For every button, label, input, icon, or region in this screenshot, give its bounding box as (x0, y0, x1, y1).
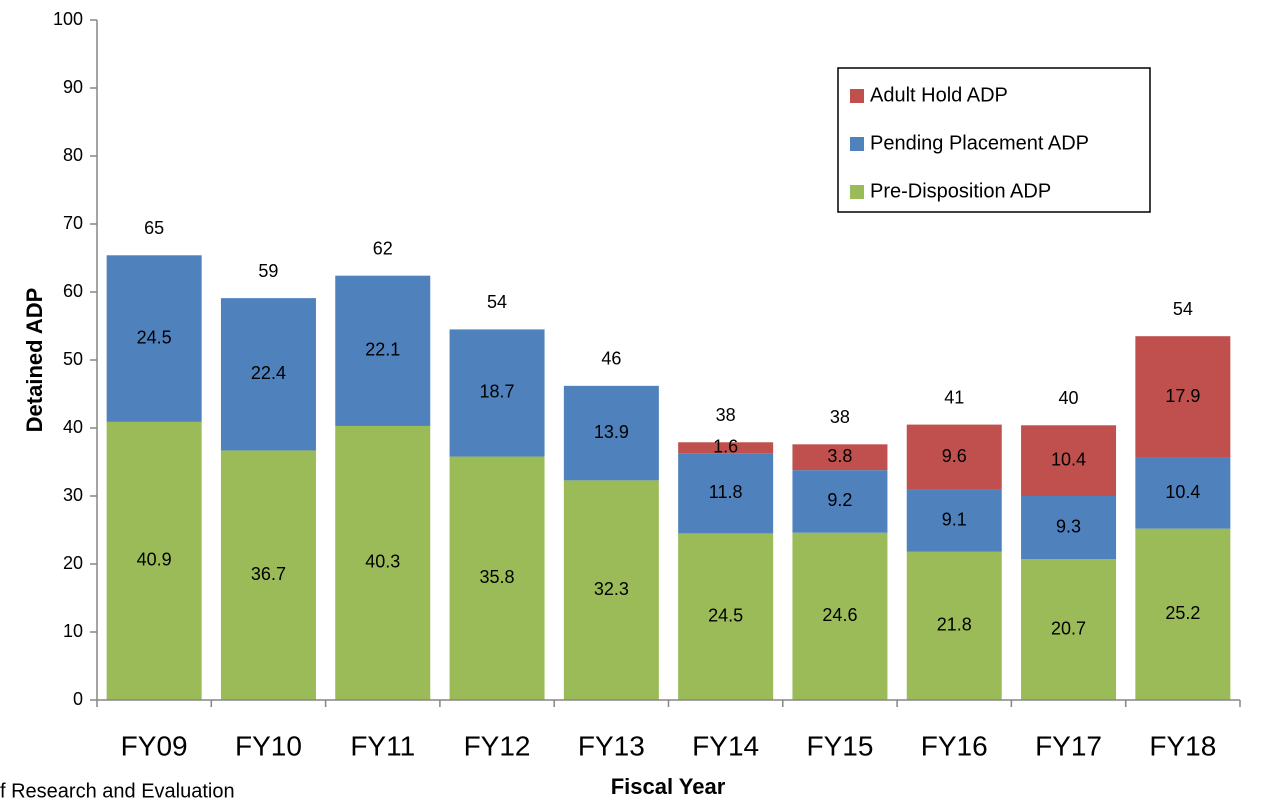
x-tick-label: FY16 (921, 730, 988, 761)
y-tick-label: 10 (63, 621, 83, 641)
total-label: 62 (373, 238, 393, 258)
y-tick-label: 50 (63, 349, 83, 369)
legend-swatch (850, 89, 864, 103)
value-label: 9.1 (942, 510, 967, 530)
x-tick-label: FY11 (350, 730, 415, 761)
bar-segment (1021, 425, 1117, 496)
legend-swatch (850, 185, 864, 199)
total-label: 46 (601, 349, 621, 369)
value-label: 21.8 (937, 615, 972, 635)
bar-segment (792, 470, 888, 533)
value-label: 40.9 (137, 550, 172, 570)
x-tick-label: FY17 (1035, 730, 1102, 761)
total-label: 41 (944, 387, 964, 407)
y-tick-label: 0 (73, 689, 83, 709)
value-label: 3.8 (827, 446, 852, 466)
value-label: 17.9 (1165, 386, 1200, 406)
legend-label: Adult Hold ADP (870, 84, 1008, 106)
total-label: 59 (258, 261, 278, 281)
y-tick-label: 70 (63, 213, 83, 233)
bar-segment (1135, 457, 1231, 529)
bar-segment (906, 424, 1002, 490)
legend-label: Pre-Disposition ADP (870, 180, 1051, 202)
bar-segment (1135, 336, 1231, 458)
bar-segment (106, 421, 202, 700)
value-label: 13.9 (594, 422, 629, 442)
bar-segment (678, 533, 774, 700)
legend-swatch (850, 137, 864, 151)
value-label: 35.8 (480, 567, 515, 587)
total-label: 38 (716, 405, 736, 425)
bar-segment (563, 480, 659, 700)
bar-segment (106, 255, 202, 422)
value-label: 24.5 (137, 327, 172, 347)
bar-segment (906, 551, 1002, 700)
bar-segment (906, 489, 1002, 552)
bar-segment (335, 275, 431, 426)
value-label: 25.2 (1165, 603, 1200, 623)
value-label: 10.4 (1051, 449, 1086, 469)
bar-segment (1021, 496, 1117, 560)
bar-segment (335, 425, 431, 700)
x-axis-label: Fiscal Year (611, 774, 726, 799)
x-tick-label: FY09 (121, 730, 188, 761)
y-tick-label: 90 (63, 77, 83, 97)
x-tick-label: FY15 (806, 730, 873, 761)
x-tick-label: FY10 (235, 730, 302, 761)
value-label: 9.6 (942, 446, 967, 466)
total-label: 65 (144, 218, 164, 238)
value-label: 1.6 (713, 436, 738, 456)
value-label: 22.1 (365, 340, 400, 360)
value-label: 10.4 (1165, 482, 1200, 502)
x-tick-label: FY18 (1149, 730, 1216, 761)
value-label: 32.3 (594, 579, 629, 599)
value-label: 20.7 (1051, 618, 1086, 638)
bar-segment (1135, 528, 1231, 700)
bar-segment (449, 329, 545, 457)
total-label: 38 (830, 407, 850, 427)
legend-label: Pending Placement ADP (870, 132, 1089, 154)
value-label: 9.3 (1056, 516, 1081, 536)
y-tick-label: 60 (63, 281, 83, 301)
value-label: 22.4 (251, 363, 286, 383)
value-label: 18.7 (480, 382, 515, 402)
bar-segment (678, 453, 774, 534)
y-axis-label: Detained ADP (22, 288, 47, 433)
value-label: 24.6 (822, 605, 857, 625)
x-tick-label: FY14 (692, 730, 759, 761)
bar-segment (792, 532, 888, 700)
source-note: f Research and Evaluation (0, 780, 235, 800)
y-tick-label: 80 (63, 145, 83, 165)
bar-segment (220, 298, 316, 451)
value-label: 36.7 (251, 564, 286, 584)
bar-segment (449, 456, 545, 700)
x-tick-label: FY12 (464, 730, 531, 761)
value-label: 24.5 (708, 605, 743, 625)
y-tick-label: 20 (63, 553, 83, 573)
value-label: 40.3 (365, 552, 400, 572)
total-label: 54 (1173, 299, 1193, 319)
bar-segment (678, 442, 774, 454)
y-tick-label: 40 (63, 417, 83, 437)
value-label: 9.2 (827, 490, 852, 510)
y-tick-label: 30 (63, 485, 83, 505)
bar-segment (563, 385, 659, 481)
bar-segment (220, 450, 316, 700)
y-tick-label: 100 (53, 9, 83, 29)
value-label: 11.8 (709, 482, 743, 502)
bar-segment (1021, 559, 1117, 700)
total-label: 40 (1059, 388, 1079, 408)
bar-segment (792, 444, 888, 471)
x-tick-label: FY13 (578, 730, 645, 761)
total-label: 54 (487, 292, 507, 312)
legend-box (837, 67, 1151, 213)
